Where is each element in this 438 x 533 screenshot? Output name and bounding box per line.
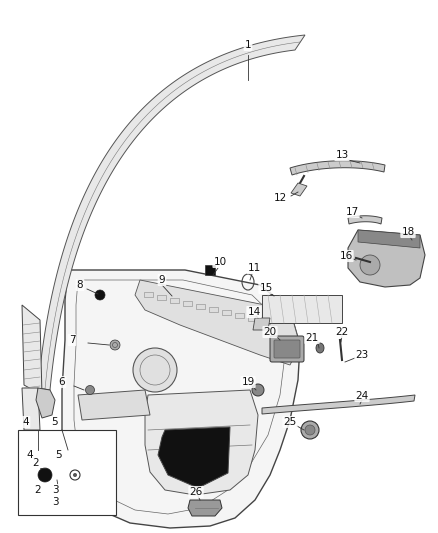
Text: 23: 23 (355, 350, 369, 360)
Text: 5: 5 (52, 417, 58, 427)
Bar (183, 301, 192, 306)
Circle shape (38, 468, 52, 482)
Circle shape (73, 473, 77, 477)
Polygon shape (348, 216, 382, 224)
Circle shape (70, 470, 80, 480)
Text: 8: 8 (77, 280, 83, 290)
Text: 4: 4 (27, 450, 33, 460)
Circle shape (85, 385, 95, 394)
Polygon shape (22, 388, 40, 430)
Text: 16: 16 (339, 251, 353, 261)
Text: 2: 2 (35, 485, 41, 495)
Text: 6: 6 (59, 377, 65, 387)
Polygon shape (291, 183, 307, 196)
Bar (209, 307, 218, 312)
Text: 24: 24 (355, 391, 369, 401)
Text: 12: 12 (273, 193, 286, 203)
Circle shape (110, 340, 120, 350)
Circle shape (305, 425, 315, 435)
Polygon shape (36, 388, 55, 418)
Polygon shape (290, 161, 385, 175)
Bar (18, 430, 116, 515)
Bar (235, 313, 244, 318)
Circle shape (95, 290, 105, 300)
Text: 22: 22 (336, 327, 349, 337)
Bar (261, 319, 270, 324)
Bar (170, 298, 179, 303)
Text: 10: 10 (213, 257, 226, 267)
Circle shape (252, 384, 264, 396)
Polygon shape (253, 318, 270, 330)
Text: 20: 20 (263, 327, 276, 337)
Bar (205, 265, 215, 275)
Bar (144, 292, 153, 297)
Circle shape (301, 421, 319, 439)
Bar (262, 295, 342, 323)
Text: 7: 7 (69, 335, 75, 345)
Text: 1: 1 (245, 40, 251, 50)
Polygon shape (358, 230, 420, 248)
Circle shape (133, 348, 177, 392)
FancyBboxPatch shape (274, 340, 300, 358)
Polygon shape (262, 395, 415, 414)
Text: 26: 26 (189, 487, 203, 497)
Ellipse shape (316, 343, 324, 353)
Polygon shape (62, 270, 300, 528)
Text: 19: 19 (241, 377, 254, 387)
Text: 5: 5 (55, 450, 61, 460)
Bar (248, 316, 257, 321)
Text: 11: 11 (247, 263, 261, 273)
Polygon shape (188, 500, 222, 516)
Polygon shape (38, 35, 305, 390)
Bar (157, 295, 166, 300)
Text: 15: 15 (259, 283, 272, 293)
Bar (222, 310, 231, 315)
FancyBboxPatch shape (270, 336, 304, 362)
Text: 14: 14 (247, 307, 261, 317)
Polygon shape (145, 390, 258, 495)
Text: 3: 3 (52, 485, 58, 495)
Polygon shape (78, 390, 150, 420)
Polygon shape (22, 305, 42, 395)
Text: 18: 18 (401, 227, 415, 237)
Text: 2: 2 (33, 458, 39, 468)
Polygon shape (348, 230, 425, 287)
Text: 17: 17 (346, 207, 359, 217)
Bar (196, 304, 205, 309)
Text: 13: 13 (336, 150, 349, 160)
Text: 3: 3 (52, 497, 58, 507)
Text: 9: 9 (159, 275, 165, 285)
Text: 21: 21 (305, 333, 318, 343)
Circle shape (360, 255, 380, 275)
Text: 25: 25 (283, 417, 297, 427)
Text: 4: 4 (23, 417, 29, 427)
Polygon shape (135, 280, 300, 365)
Polygon shape (158, 427, 230, 488)
